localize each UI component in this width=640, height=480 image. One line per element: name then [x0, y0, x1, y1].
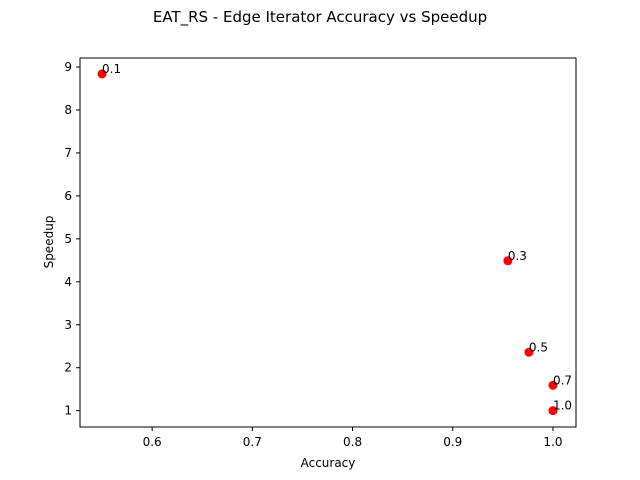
x-tick-label: 0.9: [443, 435, 462, 449]
point-annotations: 0.1 0.3 0.5 0.7 1.0: [102, 62, 572, 413]
y-tick-label: 9: [64, 60, 72, 74]
y-tick-label: 2: [64, 361, 72, 375]
x-tick-label: 0.8: [343, 435, 362, 449]
y-axis-label: Speedup: [42, 216, 56, 269]
y-tick-label: 7: [64, 146, 72, 160]
y-tick-label: 6: [64, 189, 72, 203]
x-axis-label: Accuracy: [301, 456, 356, 470]
plot-area: [79, 57, 577, 428]
data-point: [97, 69, 107, 79]
x-tick-label: 0.7: [243, 435, 262, 449]
y-tick-label: 1: [64, 404, 72, 418]
x-tick-label: 1.0: [543, 435, 562, 449]
x-tick-label: 0.6: [143, 435, 162, 449]
y-axis-ticks: 1 2 3 4 5 6 7 8 9: [64, 60, 80, 418]
data-point: [548, 380, 558, 390]
point-label: 0.5: [529, 340, 548, 354]
chart-title: EAT_RS - Edge Iterator Accuracy vs Speed…: [153, 8, 487, 27]
y-tick-label: 4: [64, 275, 72, 289]
data-point: [548, 406, 558, 416]
y-tick-label: 5: [64, 232, 72, 246]
point-label: 0.1: [102, 62, 121, 76]
point-label: 0.7: [553, 373, 572, 387]
data-points: [97, 69, 558, 416]
data-point: [503, 256, 513, 266]
data-point: [524, 347, 534, 357]
x-axis-ticks: 0.6 0.7 0.8 0.9 1.0: [143, 427, 563, 449]
y-tick-label: 8: [64, 103, 72, 117]
y-tick-label: 3: [64, 318, 72, 332]
point-label: 0.3: [508, 249, 527, 263]
point-label: 1.0: [553, 399, 572, 413]
